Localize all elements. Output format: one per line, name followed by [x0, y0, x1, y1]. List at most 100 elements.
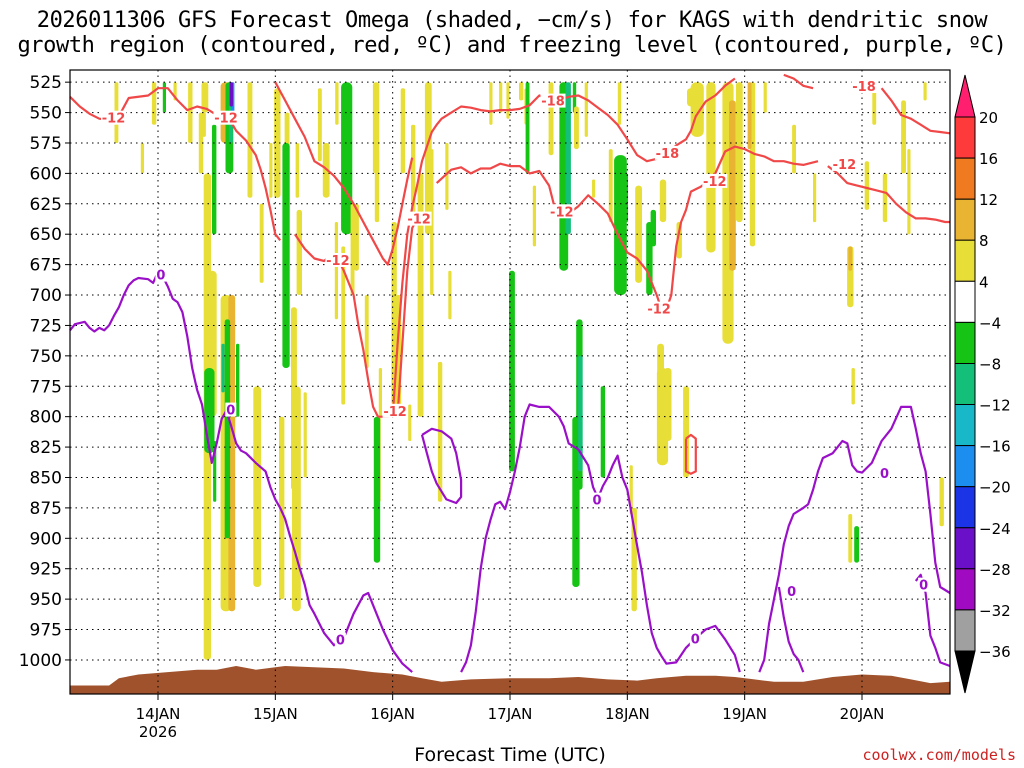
omega-blob-119: [939, 477, 944, 527]
omega-blob-33: [296, 209, 302, 295]
omega-blob-73: [565, 82, 571, 235]
omega-blob-25: [253, 386, 262, 587]
x-axis-label: Forecast Time (UTC): [414, 744, 606, 766]
dgz-label-6-bg: [654, 145, 680, 160]
terrain-layer: [70, 666, 950, 694]
freezing-label-4: 0: [691, 632, 700, 647]
colorbar-label-8: −16: [979, 438, 1011, 456]
chart-title-line1: 2026011306 GFS Forecast Omega (shaded, −…: [36, 8, 988, 33]
omega-blob-57: [424, 82, 432, 235]
omega-blob-44: [354, 203, 359, 271]
omega-blob-118: [923, 82, 927, 101]
omega-blob-104: [724, 209, 730, 295]
freezing-level-contours: [69, 270, 951, 673]
colorbar: 20 16 12 8 4 −4 −8 −12 −16 −20 −24 −28 −32 −36: [954, 74, 1011, 694]
x-tick-sublabel-14JAN: 2026: [139, 723, 177, 741]
colorbar-bottom-arrow: [954, 650, 976, 694]
omega-blob-120: [854, 526, 860, 563]
y-tick-label-675: 675: [30, 256, 62, 276]
dgz-label-7-bg: [549, 204, 575, 219]
omega-blob-63: [499, 82, 503, 113]
dgz-contour-12: [684, 433, 697, 475]
colorbar-box-11: [954, 527, 976, 570]
omega-blob-100: [706, 82, 716, 253]
dgz-label-9: -12: [647, 303, 671, 318]
dgz-label-6: -18: [656, 147, 680, 162]
y-tick-label-725: 725: [30, 316, 62, 336]
colorbar-box-2: [954, 157, 976, 200]
omega-blob-60: [445, 143, 449, 210]
dgz-label-0: -12: [102, 112, 126, 127]
y-tick-label-900: 900: [30, 529, 62, 549]
colorbar-label-0: 20: [979, 109, 998, 127]
omega-blob-20: [224, 319, 231, 539]
dgz-label-3-bg: [406, 211, 432, 226]
omega-blob-62: [489, 82, 493, 125]
omega-blob-37: [317, 88, 322, 162]
gridlines: [70, 70, 950, 694]
omega-blob-91: [650, 209, 656, 247]
y-tick-label-575: 575: [30, 134, 62, 154]
omega-blob-96: [676, 222, 682, 259]
x-tick-label-14JAN: 14JAN: [136, 705, 181, 723]
y-tick-label-975: 975: [30, 621, 62, 641]
omega-blob-75: [574, 106, 579, 150]
colorbar-label-7: −12: [979, 397, 1011, 415]
freezing-label-5-bg: [786, 583, 798, 598]
colorbar-label-13: −36: [979, 643, 1011, 661]
colorbar-box-3: [954, 198, 976, 241]
y-tick-labels: 525 550 575 600 625 650 675 700 725 750 775 800 825 8…: [19, 73, 70, 671]
x-tick-label-18JAN: 18JAN: [605, 705, 650, 723]
colorbar-box-8: [954, 404, 976, 447]
freezing-label-1: 0: [226, 404, 235, 419]
omega-blob-95: [664, 368, 672, 441]
dgz-label-0-bg: [101, 110, 126, 125]
omega-blob-122: [747, 82, 752, 150]
omega-blob-21: [221, 343, 225, 393]
dgz-label-2-bg: [325, 253, 351, 267]
omega-blob-64: [506, 82, 510, 119]
colorbar-box-12: [954, 568, 976, 611]
freezing-contour-4: [758, 405, 951, 673]
omega-blob-1: [140, 143, 144, 174]
freezing-label-3-bg: [591, 492, 603, 507]
y-tick-label-825: 825: [30, 438, 62, 458]
omega-blob-50: [378, 368, 382, 417]
omega-blob-115: [882, 173, 888, 223]
omega-blob-3: [162, 82, 166, 113]
omega-blob-109: [813, 173, 817, 223]
y-tick-label-625: 625: [30, 195, 62, 215]
colorbar-label-6: −8: [979, 355, 1001, 373]
y-tick-label-525: 525: [30, 73, 62, 93]
omega-blob-82: [608, 149, 613, 223]
colorbar-box-13: [954, 609, 976, 652]
x-tick-label-15JAN: 15JAN: [253, 705, 298, 723]
dgz-label-10: -12: [833, 158, 857, 173]
omega-blob-113: [864, 161, 870, 210]
omega-blob-107: [763, 82, 767, 113]
y-tick-label-925: 925: [30, 560, 62, 580]
omega-blob-97: [683, 386, 689, 478]
credit-text: coolwx.com/models: [862, 746, 1016, 764]
y-tick-label-650: 650: [30, 225, 62, 245]
omega-blob-6: [201, 82, 209, 113]
dgz-label-5: -18: [541, 95, 565, 110]
freezing-label-2-bg: [334, 632, 346, 647]
dgz-contour-8: [665, 145, 819, 310]
dgz-label-10-bg: [831, 156, 857, 171]
colorbar-box-4: [954, 239, 976, 282]
omega-blob-66: [519, 82, 524, 101]
y-tick-label-775: 775: [30, 377, 62, 397]
omega-blob-112: [851, 368, 855, 405]
colorbar-box-9: [954, 445, 976, 488]
omega-blob-99: [687, 88, 695, 107]
omega-blob-26: [259, 203, 264, 283]
y-tick-label-875: 875: [30, 499, 62, 519]
dgz-label-11: -18: [852, 80, 876, 95]
omega-blob-49: [373, 416, 381, 563]
dgz-contour-5: [553, 77, 736, 163]
colorbar-label-12: −32: [979, 602, 1011, 620]
freezing-label-2: 0: [336, 634, 345, 649]
omega-blob-92: [659, 179, 667, 223]
